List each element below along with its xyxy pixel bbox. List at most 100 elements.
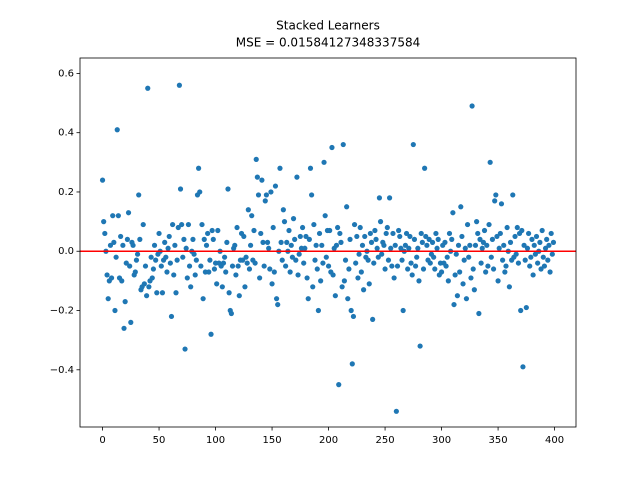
point (102, 230, 108, 237)
point (446, 230, 453, 237)
point (229, 263, 236, 269)
point (172, 242, 178, 248)
point (359, 242, 366, 248)
point (533, 233, 540, 240)
point (418, 230, 424, 237)
point (507, 239, 514, 245)
point (420, 266, 427, 272)
point (541, 263, 548, 269)
point (382, 266, 388, 272)
point (197, 189, 203, 195)
point (251, 227, 257, 234)
point (323, 254, 329, 260)
point (313, 242, 319, 248)
point (527, 263, 533, 269)
point (270, 224, 276, 231)
y-tick-label: −0.4 (50, 365, 74, 376)
point (130, 242, 136, 248)
point (124, 236, 131, 242)
point (114, 127, 120, 133)
point (344, 204, 350, 210)
point (524, 245, 531, 251)
point (120, 242, 126, 248)
point (258, 230, 264, 237)
point (183, 245, 189, 251)
point (286, 227, 292, 234)
point (223, 269, 229, 275)
point (301, 260, 307, 266)
point (402, 242, 409, 248)
point (474, 219, 480, 225)
point (522, 257, 528, 263)
point (132, 269, 138, 275)
point (422, 165, 428, 171)
point (503, 263, 509, 269)
point (304, 275, 310, 281)
point (327, 227, 333, 234)
point (351, 221, 358, 228)
point (463, 296, 470, 302)
point (151, 242, 158, 248)
point (514, 224, 520, 231)
point (150, 266, 156, 272)
point (547, 269, 553, 275)
point (399, 257, 405, 263)
point (329, 144, 335, 151)
point (384, 224, 390, 231)
point (450, 210, 456, 216)
point (211, 266, 218, 272)
point (232, 242, 238, 248)
point (295, 272, 301, 278)
point (457, 269, 463, 275)
point (112, 307, 118, 314)
point (356, 251, 362, 257)
point (477, 236, 483, 242)
point (549, 251, 555, 257)
point (309, 192, 315, 198)
point (426, 236, 432, 242)
point (174, 257, 180, 263)
point (535, 260, 541, 266)
point (99, 177, 106, 183)
point (354, 233, 360, 240)
point (375, 254, 381, 260)
point (346, 266, 352, 272)
point (137, 236, 143, 242)
point (158, 263, 164, 269)
y-tick-label: 0.2 (58, 187, 74, 198)
point (336, 382, 342, 388)
point (376, 195, 383, 201)
point (455, 242, 462, 248)
x-tick-label: 100 (206, 435, 225, 446)
point (416, 278, 422, 284)
point (486, 221, 492, 228)
point (379, 251, 385, 257)
point (365, 257, 371, 263)
point (521, 242, 527, 248)
point (340, 141, 346, 148)
point (531, 242, 537, 248)
point (180, 254, 186, 260)
point (454, 293, 460, 299)
point (288, 242, 294, 248)
point (391, 275, 397, 281)
point (264, 239, 271, 245)
point (498, 201, 505, 207)
point (321, 159, 327, 165)
point (272, 183, 279, 189)
point (224, 239, 230, 245)
point (234, 224, 240, 231)
point (370, 316, 376, 323)
point (203, 242, 210, 248)
point (191, 251, 197, 257)
point (287, 269, 293, 275)
y-tick-label: 0.6 (58, 68, 74, 79)
point (335, 224, 341, 231)
point (362, 233, 368, 240)
point (105, 296, 111, 302)
x-tick-label: 250 (376, 435, 395, 446)
point (196, 165, 202, 171)
point (115, 213, 121, 219)
point (201, 236, 207, 242)
point (305, 296, 311, 302)
